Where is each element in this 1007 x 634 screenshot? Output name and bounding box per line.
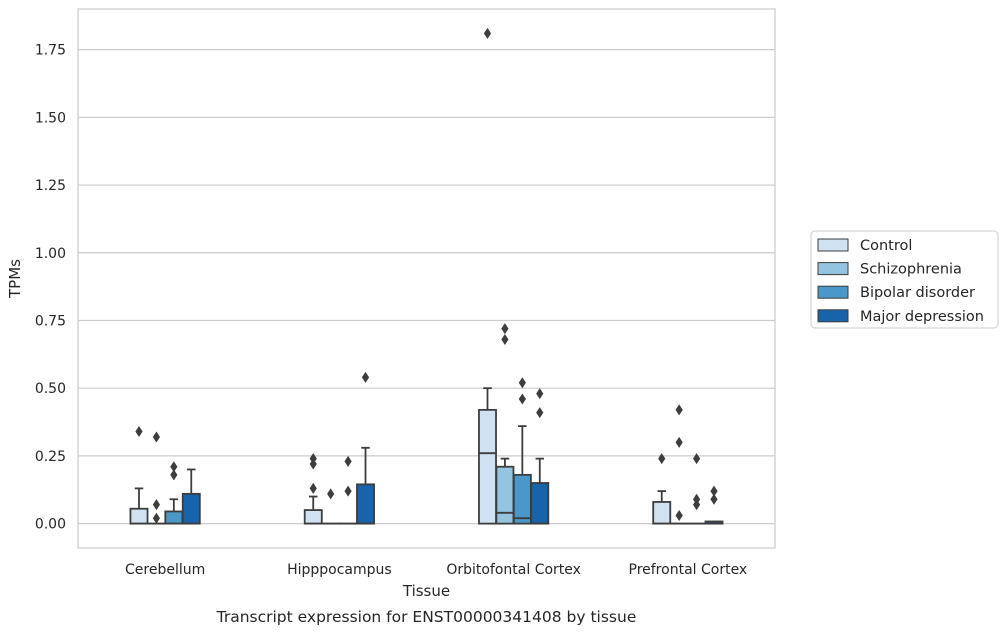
y-tick-label: 1.50 (35, 110, 66, 126)
outlier-point (344, 455, 352, 467)
legend-swatch (817, 285, 849, 299)
x-tick-label: Cerebellum (125, 562, 205, 578)
y-tick-label: 0.00 (35, 517, 66, 533)
x-tick-label: Hipppocampus (287, 562, 392, 578)
box-0-2 (164, 461, 184, 525)
outlier-point (309, 482, 317, 494)
legend-label: Bipolar disorder (860, 285, 975, 301)
x-tick-label: Orbitofontal Cortex (446, 562, 581, 578)
y-tick-labels: 0.00 0.25 0.50 0.75 1.00 1.25 1.50 1.75 (35, 43, 66, 533)
y-tick-label: 1.00 (35, 246, 66, 262)
box-body (164, 510, 184, 525)
outlier-point (152, 499, 161, 511)
outlier-point (675, 404, 683, 416)
outlier-point (692, 493, 701, 505)
outlier-point (483, 27, 492, 39)
plot-frame (77, 8, 776, 549)
box-0-1 (146, 431, 166, 525)
outlier-point (135, 426, 143, 438)
box-body (512, 473, 532, 525)
y-tick-label: 0.50 (35, 381, 66, 397)
box-body (129, 507, 149, 525)
box-3-0 (652, 453, 672, 525)
box-body (530, 482, 550, 525)
box-2-0 (478, 27, 497, 525)
box-1-2 (338, 455, 358, 525)
box-2-3 (530, 388, 550, 525)
outlier-point (152, 431, 161, 443)
legend-swatch (817, 238, 849, 252)
box-2-2 (512, 377, 532, 525)
box-3-1 (669, 404, 689, 525)
y-tick-label: 1.25 (35, 178, 66, 194)
legend-label: Major depression (860, 309, 984, 325)
x-tick-labels: Cerebellum Hipppocampus Orbitofontal Corte… (125, 562, 747, 578)
outlier-point (170, 461, 178, 473)
outlier-point (170, 469, 178, 481)
outlier-point (536, 388, 544, 400)
y-tick-label: 0.75 (35, 313, 66, 329)
box-body (303, 509, 323, 525)
box-3-3 (704, 485, 724, 525)
box-2-1 (495, 323, 515, 525)
box-1-1 (321, 488, 341, 525)
y-tick-label: 1.75 (35, 43, 66, 59)
x-tick-label: Prefrontal Cortex (629, 562, 748, 578)
outlier-point (536, 407, 544, 419)
box-groups (129, 27, 724, 525)
chart-caption: Transcript expression for ENST0000034140… (216, 608, 637, 626)
y-axis-label: TPMs (6, 259, 24, 299)
outlier-point (710, 485, 718, 497)
outlier-point (309, 453, 317, 465)
box-0-3 (181, 468, 201, 525)
legend: Control Schizophrenia Bipolar disorder Majo… (810, 230, 999, 329)
outlier-point (152, 512, 161, 524)
box-body (478, 408, 497, 525)
x-axis-label: Tissue (402, 582, 450, 600)
outlier-point (361, 371, 370, 383)
y-tick-label: 0.25 (35, 449, 66, 465)
box-1-0 (303, 453, 323, 525)
legend-swatch (817, 262, 849, 276)
grid-lines (78, 49, 775, 525)
outlier-point (518, 393, 526, 405)
outlier-point (710, 493, 718, 505)
outlier-point (501, 333, 509, 345)
box-0-0 (129, 426, 149, 525)
outlier-point (327, 488, 335, 500)
box-body (356, 483, 375, 525)
outlier-point (501, 323, 509, 335)
outlier-point (675, 436, 683, 448)
legend-label: Schizophrenia (860, 262, 962, 278)
legend-frame (810, 230, 999, 329)
outlier-point (344, 485, 352, 497)
box-body (495, 465, 515, 525)
box-body (652, 501, 672, 525)
box-3-2 (687, 453, 707, 525)
box-body (181, 492, 201, 525)
outlier-point (658, 453, 666, 465)
legend-swatch (817, 309, 849, 323)
box-1-3 (356, 371, 375, 525)
outlier-point (675, 509, 683, 521)
outlier-point (692, 453, 701, 465)
legend-label: Control (860, 238, 912, 254)
outlier-point (518, 377, 526, 389)
